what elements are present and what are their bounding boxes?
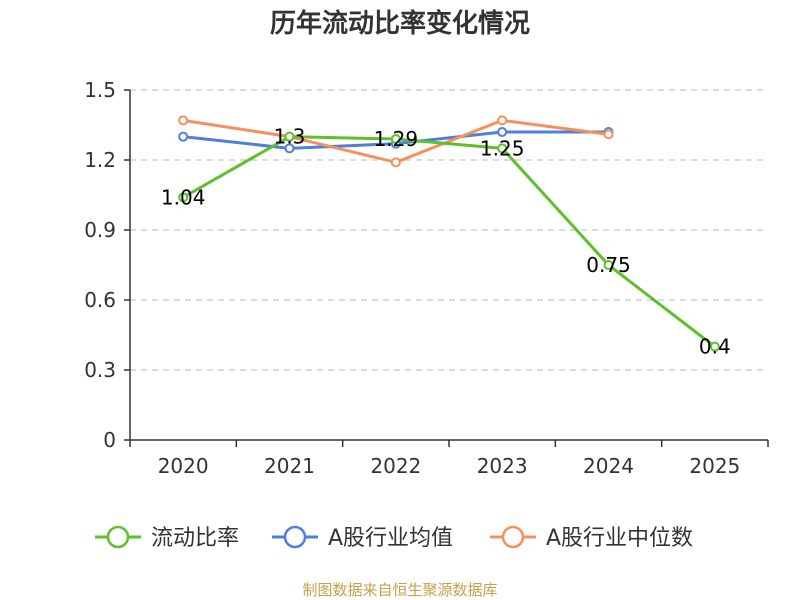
data-label: 1.04 [161,185,206,209]
x-tick-label: 2023 [477,454,528,478]
data-label: 1.29 [374,127,419,151]
x-tick-label: 2020 [158,454,209,478]
data-labels: 1.04 1.3 1.29 1.25 0.75 0.4 [161,125,731,359]
data-point [709,341,720,352]
data-point [390,157,401,168]
legend-item-2[interactable]: A股行业中位数 [490,525,693,551]
legend-swatch-marker [501,525,525,549]
data-label: 1.3 [274,125,306,149]
y-tick-label: 0 [103,428,116,452]
data-point [178,115,189,126]
x-tick-label: 2025 [689,454,740,478]
data-label: 0.75 [586,253,631,277]
data-point [390,134,401,144]
legend: 流动比率 A股行业均值 A股行业中位数 [95,525,693,551]
data-point [178,192,189,203]
data-point [603,129,614,140]
y-tick-label: 1.2 [84,148,116,172]
data-point [284,131,295,142]
y-tick-label: 1.5 [84,78,116,102]
y-tick-label: 0.9 [84,218,116,242]
chart-title: 历年流动比率变化情况 [270,8,530,39]
series-line-0 [182,135,716,348]
data-point [497,143,508,154]
legend-item-0[interactable]: 流动比率 [95,525,239,551]
data-label: 0.4 [699,335,731,359]
data-point [497,127,508,137]
x-tick-label: 2021 [264,454,315,478]
series-lines [178,115,720,352]
x-tick-label: 2022 [370,454,421,478]
legend-label: 流动比率 [151,526,239,551]
legend-item-1[interactable]: A股行业均值 [272,525,453,551]
source-note: 制图数据来自恒生聚源数据库 [302,581,497,599]
data-point [497,115,508,126]
legend-label: A股行业均值 [328,526,453,551]
x-tick-label: 2024 [583,454,634,478]
data-point [603,260,614,270]
legend-swatch-marker [283,525,307,549]
legend-label: A股行业中位数 [546,526,693,551]
data-point [178,131,189,142]
y-axis-ticks: 0 0.3 0.6 0.9 1.2 1.5 [84,78,130,452]
legend-swatch-marker [106,525,130,549]
y-tick-label: 0.6 [84,288,116,312]
data-label: 1.25 [480,136,525,160]
y-tick-label: 0.3 [84,358,116,382]
data-point [284,143,295,154]
grid-lines [130,89,768,371]
x-axis-ticks: 2020 2021 2022 2023 2024 2025 [129,440,769,478]
